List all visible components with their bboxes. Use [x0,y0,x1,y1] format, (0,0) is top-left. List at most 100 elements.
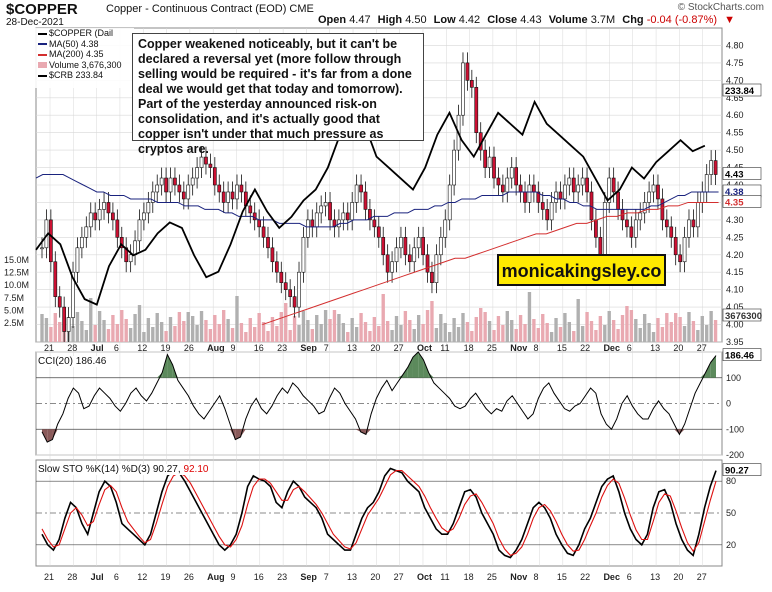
volume-bar [518,315,523,342]
volume-badge-bg [722,308,762,322]
volume-bar [385,321,390,342]
x-tick-label: 12 [137,343,147,353]
x-tick-label: Dec [603,343,620,353]
exchange-label: CME [289,3,314,15]
candle-body [496,177,501,186]
volume-bar [625,306,629,342]
watermark-label[interactable]: monicakingsley.co [497,254,666,286]
x-tick-label-bottom: 20 [673,572,683,582]
candle-body [235,184,239,200]
sto-badge-bg [722,463,762,476]
legend-series: $COPPER (Dail [38,28,134,39]
cci-overbought-fill [428,372,434,378]
candle-body [678,254,682,263]
legend-volume: Volume 3,676,300 [38,60,134,71]
volume-bar [514,329,518,342]
cci-overbought-fill [700,372,706,378]
candle-body [430,271,434,283]
candle-body [168,177,173,193]
volume-bar [381,294,385,342]
sto-d-line [41,470,717,557]
volume-bar [288,330,292,342]
candle-body [368,209,372,221]
candle-body [563,184,567,200]
close-badge-bg [722,167,762,180]
candle-body [713,160,718,175]
volume-bar [208,329,213,342]
price-tick-label: 3.95 [726,337,744,347]
x-tick-label: 20 [370,343,380,353]
candle-body [71,271,75,318]
volume-bar [598,316,603,342]
candle-body [682,237,687,263]
volume-bar [226,319,230,342]
volume-bar [399,325,403,342]
volume-tick-label: 2.5M [4,318,24,328]
volume-bar [301,311,306,342]
candle-body [226,191,230,203]
candle-body [217,184,222,193]
volume-bar [102,320,106,342]
x-tick-label-bottom: 9 [230,572,235,582]
volume-bar [106,329,111,342]
volume-bar [377,326,381,342]
legend-crb-label: $CRB 233.84 [49,70,104,80]
sto-badge: 90.27 [725,466,749,477]
volume-tick-label: 15.0M [4,255,29,265]
x-tick-label-bottom: 18 [464,572,474,582]
x-tick-label-bottom: 12 [137,572,147,582]
candle-body [257,219,261,228]
volume-bar [620,315,625,342]
x-tick-label: Sep [300,343,317,353]
volume-bar [372,317,377,342]
candle-body [155,184,160,193]
close-badge: 4.43 [725,170,744,181]
candle-body [221,191,226,203]
price-tick-label: 4.15 [726,267,744,277]
volume-bar [315,315,319,342]
candle-body [208,163,213,168]
candle-body [283,282,288,290]
candle-body [306,219,310,238]
chg-down-arrow-icon: ▼ [724,14,735,26]
candle-body [638,212,643,221]
x-tick-label-bottom: 6 [114,572,119,582]
candle-body [598,237,603,256]
volume-bar [354,327,359,342]
candle-body [651,184,656,193]
volume-bar [461,313,465,342]
volume-bar [75,312,80,342]
volume-bar [128,328,133,342]
legend-crb: $CRB 233.84 [38,70,134,81]
candle-body [532,184,536,193]
volume-bar [120,310,124,342]
candle-body [53,261,58,297]
volume-bar [576,299,580,342]
cci-tick-label: 0 [726,399,731,409]
volume-bar [403,311,408,342]
candle-body [266,237,270,249]
volume-bar [674,313,678,342]
volume-bar [421,324,425,342]
open-label: Open [318,14,347,26]
price-tick-label: 4.10 [726,285,744,295]
candle-body [190,177,195,186]
volume-bar [124,319,128,342]
volume-bar [408,320,412,342]
volume-bar [359,313,363,342]
candle-body [328,202,332,221]
volume-bar [151,327,155,342]
crb-badge: 233.84 [725,86,755,97]
candle-body [133,240,137,256]
chg-label: Chg [622,14,644,26]
x-tick-label: 22 [580,343,590,353]
price-tick-label: 4.60 [726,110,744,120]
candle-body [115,219,120,238]
candle-body [239,184,244,193]
x-tick-label-bottom: Aug [207,572,225,582]
candle-body [505,177,510,193]
volume-bar [204,320,208,342]
x-tick-label: Nov [510,343,527,353]
x-tick-label-bottom: Sep [300,572,317,582]
stockcharts-brand[interactable]: © StockCharts.com [677,2,764,13]
